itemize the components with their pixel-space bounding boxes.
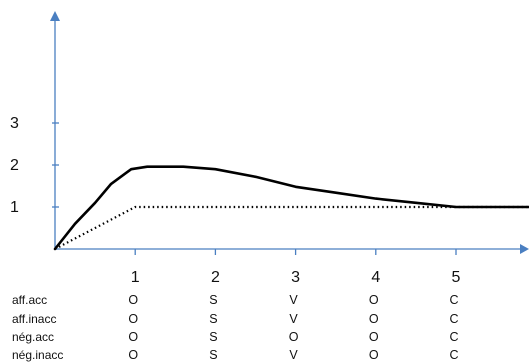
x-tick-label: 3 xyxy=(291,269,300,286)
table-cell: C xyxy=(449,312,458,326)
x-axis-arrow xyxy=(520,244,529,254)
table-cell: S xyxy=(209,348,217,362)
table-cell: O xyxy=(289,330,299,344)
y-tick-label: 1 xyxy=(10,199,19,216)
series-group xyxy=(53,165,529,251)
table-row-label: nég.acc xyxy=(12,330,54,344)
axes xyxy=(50,11,529,254)
series-line-solid xyxy=(53,165,529,251)
table-cell: O xyxy=(369,293,379,307)
table-cell: O xyxy=(369,330,379,344)
table-row-label: aff.inacc xyxy=(12,312,56,326)
table-cell: O xyxy=(128,348,138,362)
y-tick-label: 2 xyxy=(10,157,19,174)
series-line-dotted xyxy=(54,205,529,250)
y-tick-label: 3 xyxy=(10,115,19,132)
table-cell: S xyxy=(209,330,217,344)
tick-labels: 1 2 3 1 2 3 4 5 xyxy=(10,115,461,286)
table-cell: O xyxy=(128,312,138,326)
table-cell: C xyxy=(449,330,458,344)
x-tick-label: 2 xyxy=(211,269,220,286)
table-cell: V xyxy=(289,312,298,326)
table-cell: S xyxy=(209,293,217,307)
x-tick-label: 4 xyxy=(371,269,380,286)
table-cell: V xyxy=(289,348,298,362)
y-axis-arrow xyxy=(50,11,60,21)
table-cell: C xyxy=(449,348,458,362)
table-cell: O xyxy=(369,348,379,362)
table-row-label: nég.inacc xyxy=(12,348,63,362)
table-cell: O xyxy=(128,330,138,344)
table-cell: C xyxy=(449,293,458,307)
tick-marks xyxy=(52,122,457,255)
table-cell: V xyxy=(289,293,298,307)
table-row-label: aff.acc xyxy=(12,293,47,307)
x-tick-label: 1 xyxy=(131,269,140,286)
x-tick-label: 5 xyxy=(452,269,461,286)
table-cell: S xyxy=(209,312,217,326)
table-cell: O xyxy=(128,293,138,307)
table-cell: O xyxy=(369,312,379,326)
